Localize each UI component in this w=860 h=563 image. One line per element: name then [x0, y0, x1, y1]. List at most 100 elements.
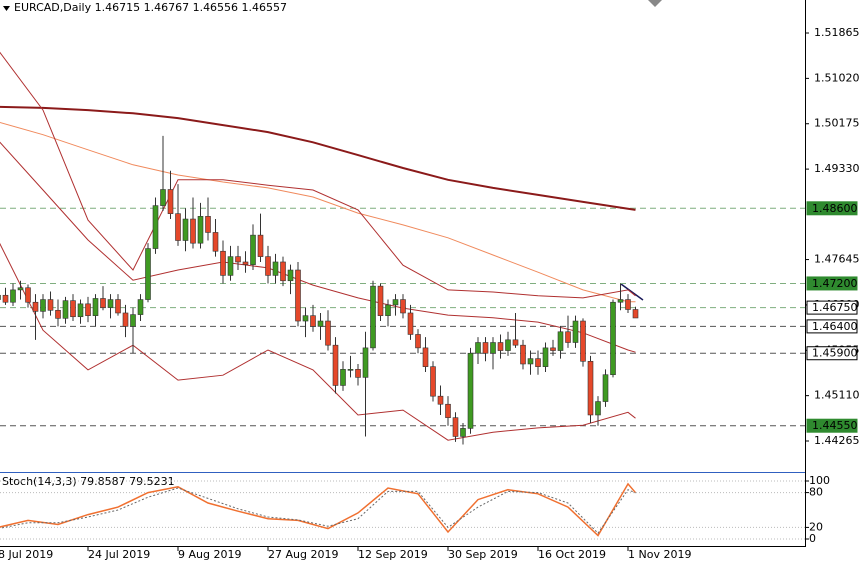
candle-body	[550, 347, 556, 351]
candle-body	[182, 218, 189, 241]
level-label-box	[806, 319, 858, 334]
candle-body	[205, 216, 211, 233]
candle-body	[197, 216, 204, 244]
candle-body	[610, 301, 616, 376]
candle-body	[557, 331, 564, 351]
x-tick-label: 30 Sep 2019	[448, 548, 518, 561]
y-tick-label: 1.51865	[814, 26, 860, 39]
level-label: 1.45900	[812, 347, 858, 360]
candle-body	[235, 256, 241, 263]
candle-body	[302, 315, 309, 322]
candle-body	[0, 294, 1, 300]
candle-body	[227, 256, 234, 276]
candle-body	[212, 232, 219, 252]
candle-body	[295, 269, 301, 322]
indicator-title: Stoch(14,3,3) 79.8587 79.5231	[2, 475, 175, 488]
y-tick-label: 80	[809, 486, 823, 499]
candle-body	[482, 342, 489, 354]
candle-body	[2, 294, 9, 303]
candle-body	[580, 320, 586, 362]
x-tick-label: 1 Nov 2019	[628, 548, 691, 561]
candle-body	[355, 369, 361, 378]
candle-body	[242, 261, 249, 265]
candle-body	[362, 347, 369, 378]
candle-body	[70, 300, 76, 318]
stochastic-line	[0, 482, 637, 537]
candle-body	[595, 401, 601, 416]
candle-body	[565, 331, 571, 343]
candle-body	[527, 358, 534, 365]
y-tick-label: 1.44265	[814, 434, 860, 447]
level-label: 1.46750	[812, 301, 858, 314]
candle-body	[92, 298, 99, 316]
candle-body	[40, 299, 46, 312]
candle-body	[77, 303, 84, 318]
x-tick-label: 27 Aug 2019	[268, 548, 338, 561]
candle-body	[85, 303, 91, 316]
y-tick-label: 1.49330	[814, 162, 860, 175]
candle-body	[407, 312, 414, 335]
candle-body	[587, 360, 594, 416]
candle-body	[467, 352, 474, 429]
candle-body	[137, 299, 144, 315]
candle-body	[25, 287, 31, 303]
candle-body	[452, 417, 459, 437]
level-label: 1.47200	[812, 277, 858, 290]
level-label-box	[806, 276, 858, 291]
candle-body	[632, 309, 639, 319]
y-tick-label: 1.47645	[814, 253, 860, 266]
level-label-box	[806, 418, 858, 433]
x-tick-label: 8 Jul 2019	[0, 548, 53, 561]
candle-body	[152, 205, 159, 249]
candle-body	[47, 299, 54, 311]
y-tick-label: 20	[809, 520, 823, 533]
candle-body	[220, 250, 226, 276]
candle-body	[32, 301, 39, 312]
y-tick-label: 1.50175	[814, 117, 860, 130]
candle-body	[160, 189, 166, 206]
candle-body	[617, 299, 624, 303]
candle-body	[280, 261, 286, 282]
candle-body	[475, 342, 481, 354]
candle-body	[107, 299, 114, 308]
y-tick-label: 1.51020	[814, 71, 860, 84]
candle-body	[175, 213, 181, 241]
candle-body	[572, 320, 579, 343]
candle-body	[272, 261, 279, 276]
indicator-line	[0, 105, 636, 211]
x-tick-label: 24 Jul 2019	[88, 548, 150, 561]
candle-body	[100, 298, 106, 308]
candle-body	[250, 234, 256, 265]
menu-arrow[interactable]	[3, 6, 10, 11]
candle-body	[415, 334, 421, 349]
candle-body	[10, 289, 16, 303]
candle-body	[167, 189, 174, 214]
candle-body	[265, 256, 271, 276]
candle-body	[62, 300, 69, 319]
candle-body	[385, 304, 391, 316]
candle-body	[115, 299, 121, 314]
candle-body	[445, 403, 451, 418]
candle-body	[520, 344, 526, 365]
x-tick-label: 16 Oct 2019	[538, 548, 606, 561]
chart-title: EURCAD,Daily 1.46715 1.46767 1.46556 1.4…	[14, 1, 287, 14]
candle-body	[535, 358, 541, 367]
candle-body	[490, 342, 496, 354]
candle-body	[505, 339, 511, 351]
candle-body	[460, 428, 466, 437]
trend-line	[620, 283, 644, 301]
level-label-box	[806, 300, 858, 315]
candle-body	[55, 309, 61, 319]
candle-body	[325, 320, 331, 346]
candle-body	[437, 395, 444, 405]
candle-body	[392, 299, 399, 306]
indicator-line	[0, 121, 636, 303]
candle-body	[17, 287, 24, 291]
candle-body	[130, 314, 136, 327]
candle-body	[377, 285, 384, 316]
level-label: 1.48600	[812, 202, 858, 215]
candle-body	[370, 285, 376, 349]
candle-body	[190, 218, 196, 244]
